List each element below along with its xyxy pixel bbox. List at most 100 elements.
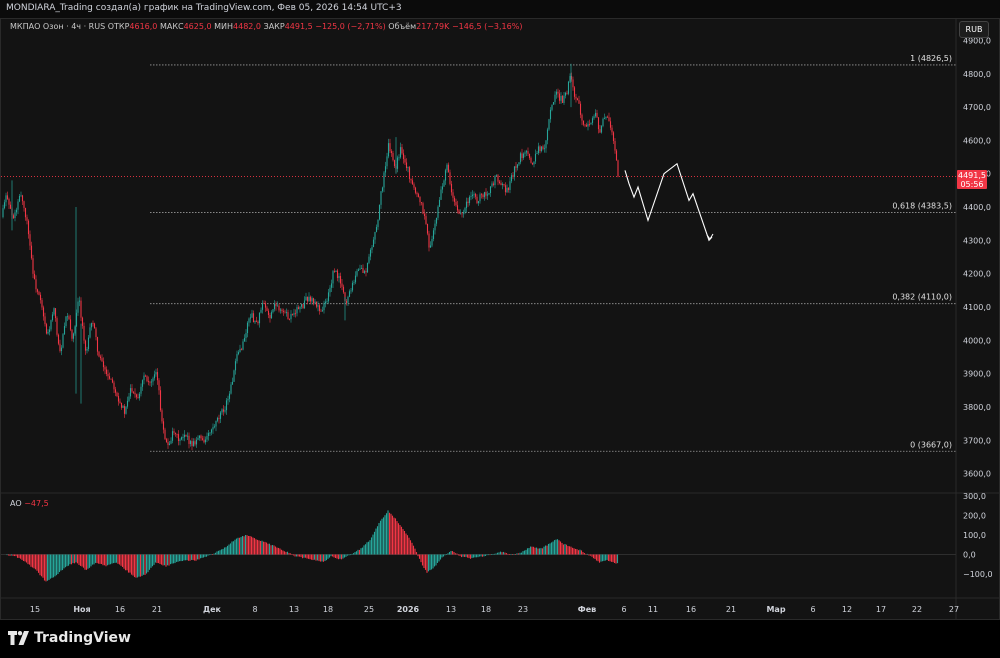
candle-body bbox=[200, 435, 202, 439]
candle-body bbox=[606, 116, 609, 118]
ao-bar bbox=[157, 554, 160, 564]
candle-body bbox=[449, 172, 451, 184]
ao-bar bbox=[433, 554, 436, 567]
time-tick-label: Фев bbox=[578, 605, 596, 614]
candle-body bbox=[584, 124, 586, 126]
ao-bar bbox=[382, 517, 385, 555]
ao-bar bbox=[162, 554, 164, 566]
candle-body bbox=[2, 208, 4, 218]
candle-body bbox=[156, 372, 159, 381]
candle-body bbox=[518, 162, 520, 165]
ao-bar bbox=[388, 512, 391, 555]
candle-body bbox=[281, 309, 283, 312]
ao-bar bbox=[156, 554, 158, 564]
ao-bar bbox=[348, 554, 350, 556]
candle-body bbox=[483, 192, 486, 198]
ao-bar bbox=[174, 554, 176, 564]
ao-bar bbox=[475, 554, 478, 558]
candle-body bbox=[405, 162, 408, 169]
candle-body bbox=[546, 129, 549, 141]
ao-bar bbox=[427, 554, 430, 572]
ao-bar bbox=[109, 554, 112, 565]
candle-body bbox=[264, 303, 267, 308]
candle-body bbox=[15, 209, 18, 213]
candle-body bbox=[321, 310, 324, 312]
candle-body bbox=[296, 307, 298, 314]
candle-body bbox=[191, 441, 193, 446]
ao-bar bbox=[385, 513, 388, 555]
ao-bar bbox=[559, 541, 562, 555]
ao-bar bbox=[450, 550, 452, 555]
candle-body bbox=[180, 437, 183, 440]
ao-bar bbox=[568, 546, 571, 555]
ao-bar bbox=[88, 554, 91, 568]
ao-bar bbox=[369, 540, 371, 555]
legend-open-label: ОТКР bbox=[107, 22, 130, 31]
candle-body bbox=[41, 300, 43, 308]
candle-body bbox=[360, 268, 363, 269]
candle-body bbox=[569, 76, 571, 82]
ao-bar bbox=[471, 554, 473, 559]
candle-body bbox=[159, 390, 162, 411]
candle-body bbox=[14, 212, 16, 219]
snapshot-title: MONDIARA_Trading создал(а) график на Tra… bbox=[6, 3, 402, 13]
candle-body bbox=[387, 143, 390, 157]
ao-bar bbox=[124, 554, 127, 571]
ao-bar bbox=[610, 554, 613, 562]
ao-bar bbox=[579, 549, 581, 555]
ao-tick-label: 0,0 bbox=[963, 551, 976, 560]
candle-body bbox=[399, 147, 402, 158]
ao-bar bbox=[130, 554, 133, 575]
candle-body bbox=[450, 183, 453, 193]
ao-bar bbox=[598, 554, 601, 563]
chart-canvas[interactable]: 3600,0 3700,0 3800,0 3900,0 4000,0 4100,0 4200… bbox=[1, 19, 1000, 621]
candle-body bbox=[341, 283, 343, 287]
candle-body bbox=[285, 312, 288, 313]
ao-bar bbox=[546, 545, 548, 555]
candle-body bbox=[434, 223, 436, 231]
ao-bar bbox=[352, 553, 355, 555]
candle-body bbox=[302, 304, 304, 309]
ao-bar bbox=[297, 554, 299, 557]
candle-body bbox=[456, 205, 459, 211]
ao-bar bbox=[115, 554, 118, 563]
ao-bar bbox=[445, 554, 448, 555]
ao-bar bbox=[397, 523, 400, 555]
legend-low-label: МИН bbox=[214, 22, 234, 31]
ao-bar bbox=[447, 553, 449, 555]
candle-body bbox=[558, 93, 561, 101]
ao-bar bbox=[175, 554, 178, 562]
ao-bar bbox=[214, 552, 217, 555]
candle-body bbox=[69, 319, 72, 330]
ao-bar bbox=[396, 521, 398, 555]
candle-body bbox=[152, 378, 154, 382]
candle-body bbox=[570, 76, 573, 80]
candle-body bbox=[240, 348, 243, 350]
price-tick-label: 4700,0 bbox=[963, 103, 991, 112]
ao-bar bbox=[390, 513, 392, 555]
candle-body bbox=[255, 320, 258, 322]
ao-bar bbox=[324, 554, 326, 562]
ao-bar bbox=[595, 554, 598, 561]
ao-bar bbox=[241, 536, 244, 555]
candle-body bbox=[204, 439, 207, 443]
ao-bar bbox=[298, 554, 301, 557]
ao-bar bbox=[448, 551, 451, 555]
currency-button[interactable]: RUB bbox=[959, 21, 989, 38]
ao-bar bbox=[87, 554, 89, 569]
tradingview-logo[interactable]: TradingView bbox=[8, 630, 131, 646]
ao-bar bbox=[307, 554, 310, 559]
time-tick-label: 8 bbox=[252, 605, 257, 614]
candle-body bbox=[137, 397, 139, 399]
ao-bar bbox=[363, 545, 365, 555]
candle-body bbox=[269, 314, 271, 319]
candle-body bbox=[119, 401, 121, 403]
candle-body bbox=[116, 392, 118, 397]
ao-bar bbox=[106, 554, 109, 566]
candle-body bbox=[354, 275, 357, 283]
ao-bar bbox=[183, 554, 185, 561]
ao-bar bbox=[439, 554, 442, 560]
candle-body bbox=[492, 183, 495, 185]
candle-body bbox=[90, 323, 93, 328]
chart-frame[interactable]: 3600,0 3700,0 3800,0 3900,0 4000,0 4100,0 4200… bbox=[0, 18, 1000, 621]
